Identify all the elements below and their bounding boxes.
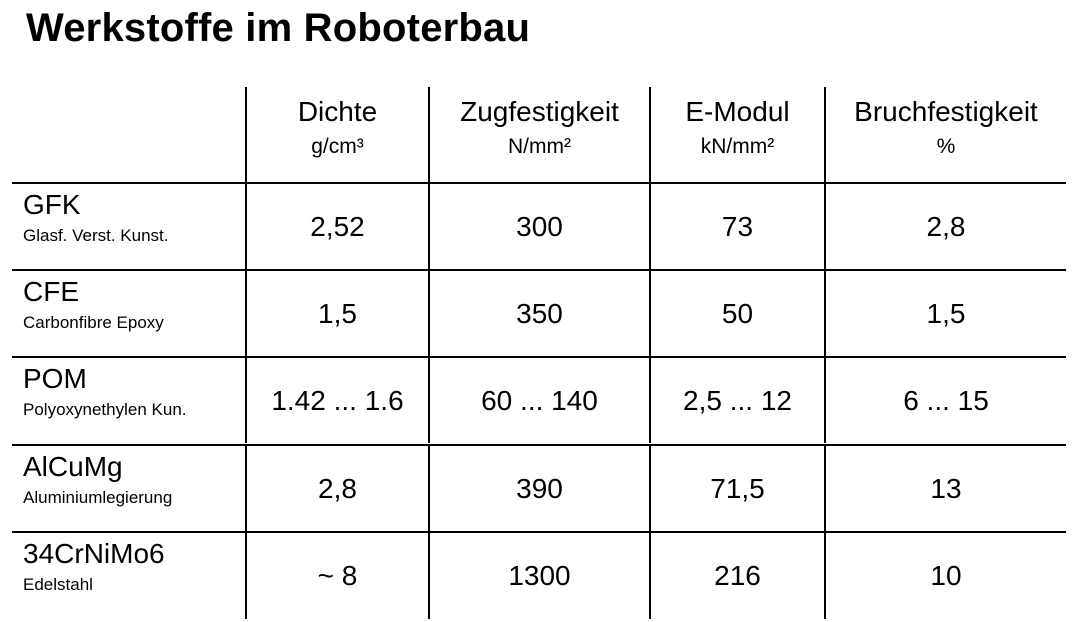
column-unit: kN/mm²: [700, 135, 775, 158]
material-name: 34CrNiMo6: [23, 538, 165, 569]
value-cell-fracture-strength: 10: [824, 533, 1066, 619]
column-name: Zugfestigkeit: [460, 96, 619, 127]
table-row: GFK Glasf. Verst. Kunst. 2,52 300 73 2,8: [12, 182, 1066, 269]
material-name: AlCuMg: [23, 451, 123, 482]
material-description: Glasf. Verst. Kunst.: [23, 226, 169, 245]
value-cell-density: 1.42 ... 1.6: [245, 358, 428, 443]
value-cell-tensile-strength: 350: [428, 271, 649, 356]
table-row: AlCuMg Aluminiumlegierung 2,8 390 71,5 1…: [12, 444, 1066, 531]
table-header-row: Dichte g/cm³ Zugfestigkeit N/mm² E-Modul…: [12, 87, 1066, 183]
column-unit: %: [936, 135, 956, 158]
table-row: POM Polyoxynethylen Kun. 1.42 ... 1.6 60…: [12, 356, 1066, 443]
material-description: Polyoxynethylen Kun.: [23, 400, 187, 419]
material-cell: AlCuMg Aluminiumlegierung: [12, 446, 245, 531]
header-corner-cell: [12, 87, 245, 183]
material-name: POM: [23, 363, 87, 394]
header-cell-e-modulus: E-Modul kN/mm²: [649, 87, 824, 183]
value-cell-tensile-strength: 300: [428, 184, 649, 269]
material-cell: POM Polyoxynethylen Kun.: [12, 358, 245, 443]
column-name: Bruchfestigkeit: [854, 96, 1038, 127]
table-row: CFE Carbonfibre Epoxy 1,5 350 50 1,5: [12, 269, 1066, 356]
materials-table: Dichte g/cm³ Zugfestigkeit N/mm² E-Modul…: [12, 87, 1066, 619]
header-cell-density: Dichte g/cm³: [245, 87, 428, 183]
material-name: CFE: [23, 276, 79, 307]
column-unit: N/mm²: [508, 135, 571, 158]
material-description: Carbonfibre Epoxy: [23, 313, 164, 332]
header-cell-tensile-strength: Zugfestigkeit N/mm²: [428, 87, 649, 183]
value-cell-density: 2,8: [245, 446, 428, 531]
value-cell-density: 1,5: [245, 271, 428, 356]
value-cell-fracture-strength: 13: [824, 446, 1066, 531]
header-cell-fracture-strength: Bruchfestigkeit %: [824, 87, 1066, 183]
value-cell-tensile-strength: 390: [428, 446, 649, 531]
material-cell: CFE Carbonfibre Epoxy: [12, 271, 245, 356]
value-cell-fracture-strength: 1,5: [824, 271, 1066, 356]
value-cell-e-modulus: 216: [649, 533, 824, 619]
value-cell-density: 2,52: [245, 184, 428, 269]
value-cell-e-modulus: 71,5: [649, 446, 824, 531]
value-cell-fracture-strength: 2,8: [824, 184, 1066, 269]
material-cell: 34CrNiMo6 Edelstahl: [12, 533, 245, 619]
material-name: GFK: [23, 189, 81, 220]
value-cell-tensile-strength: 60 ... 140: [428, 358, 649, 443]
column-name: E-Modul: [685, 96, 790, 127]
material-description: Edelstahl: [23, 575, 93, 594]
material-description: Aluminiumlegierung: [23, 488, 173, 507]
value-cell-e-modulus: 50: [649, 271, 824, 356]
value-cell-fracture-strength: 6 ... 15: [824, 358, 1066, 443]
value-cell-e-modulus: 73: [649, 184, 824, 269]
table-row: 34CrNiMo6 Edelstahl ~ 8 1300 216 10: [12, 531, 1066, 619]
value-cell-density: ~ 8: [245, 533, 428, 619]
material-cell: GFK Glasf. Verst. Kunst.: [12, 184, 245, 269]
page-title: Werkstoffe im Roboterbau: [26, 6, 531, 50]
column-name: Dichte: [297, 96, 378, 127]
value-cell-tensile-strength: 1300: [428, 533, 649, 619]
column-unit: g/cm³: [311, 135, 364, 158]
value-cell-e-modulus: 2,5 ... 12: [649, 358, 824, 443]
